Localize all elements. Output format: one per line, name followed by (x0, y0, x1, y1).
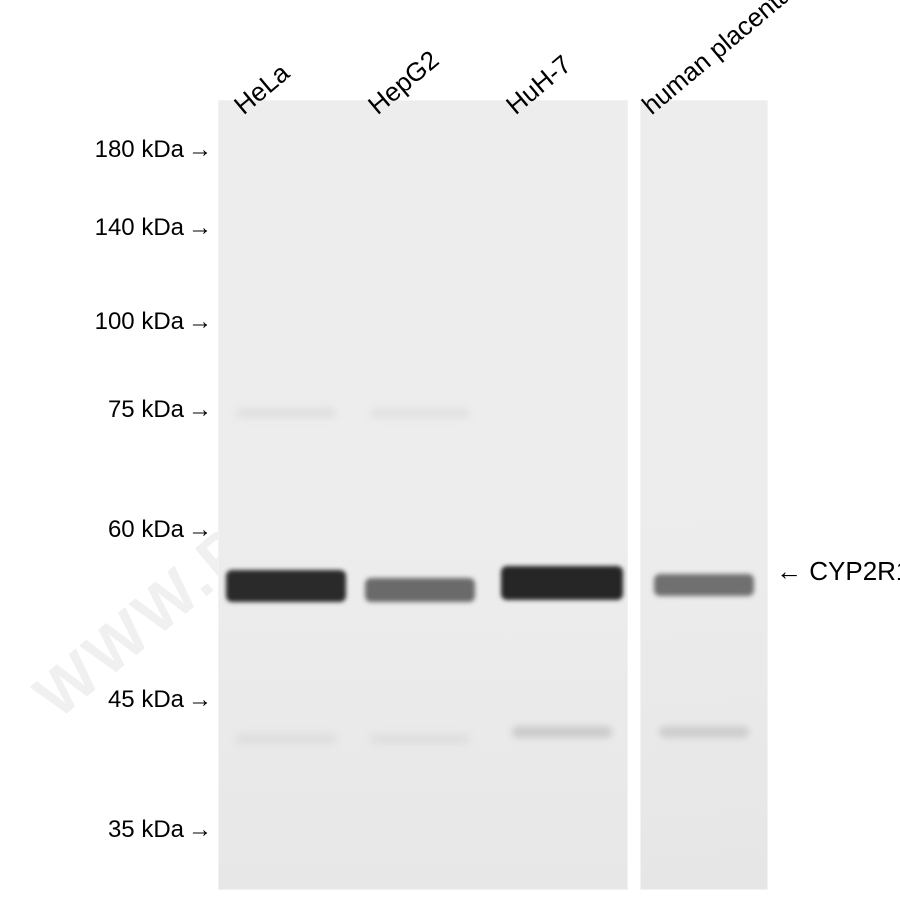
mw-marker: 75 kDa→ (0, 396, 212, 424)
mw-marker: 100 kDa→ (0, 308, 212, 336)
mw-marker-text: 60 kDa (108, 516, 184, 543)
band (659, 726, 749, 738)
arrow-left-icon: ← (776, 556, 802, 586)
blot-membrane-main (218, 100, 628, 890)
mw-marker-text: 35 kDa (108, 816, 184, 843)
mw-marker: 60 kDa→ (0, 516, 212, 544)
mw-marker: 180 kDa→ (0, 136, 212, 164)
blot-membrane-sub (640, 100, 768, 890)
mw-marker: 45 kDa→ (0, 686, 212, 714)
arrow-right-icon: → (188, 214, 212, 242)
band (654, 574, 754, 596)
band (236, 734, 336, 744)
band (501, 566, 623, 600)
arrow-right-icon: → (188, 816, 212, 844)
mw-marker-text: 100 kDa (95, 308, 184, 335)
mw-marker-text: 75 kDa (108, 396, 184, 423)
target-protein-name: CYP2R1 (809, 556, 900, 586)
mw-marker: 35 kDa→ (0, 816, 212, 844)
band (370, 408, 470, 418)
arrow-right-icon: → (188, 686, 212, 714)
band (370, 734, 470, 744)
western-blot-figure: WWW.PTGLAB.COM 180 kDa→140 kDa→100 kDa→7… (0, 0, 900, 903)
arrow-right-icon: → (188, 308, 212, 336)
arrow-right-icon: → (188, 396, 212, 424)
mw-marker-text: 180 kDa (95, 136, 184, 163)
arrow-right-icon: → (188, 136, 212, 164)
band (226, 570, 346, 602)
band (365, 578, 475, 602)
mw-marker-text: 140 kDa (95, 214, 184, 241)
arrow-right-icon: → (188, 516, 212, 544)
target-label: ← CYP2R1 (776, 556, 900, 587)
mw-marker-text: 45 kDa (108, 686, 184, 713)
band (236, 408, 336, 418)
mw-marker: 140 kDa→ (0, 214, 212, 242)
band (512, 726, 612, 738)
